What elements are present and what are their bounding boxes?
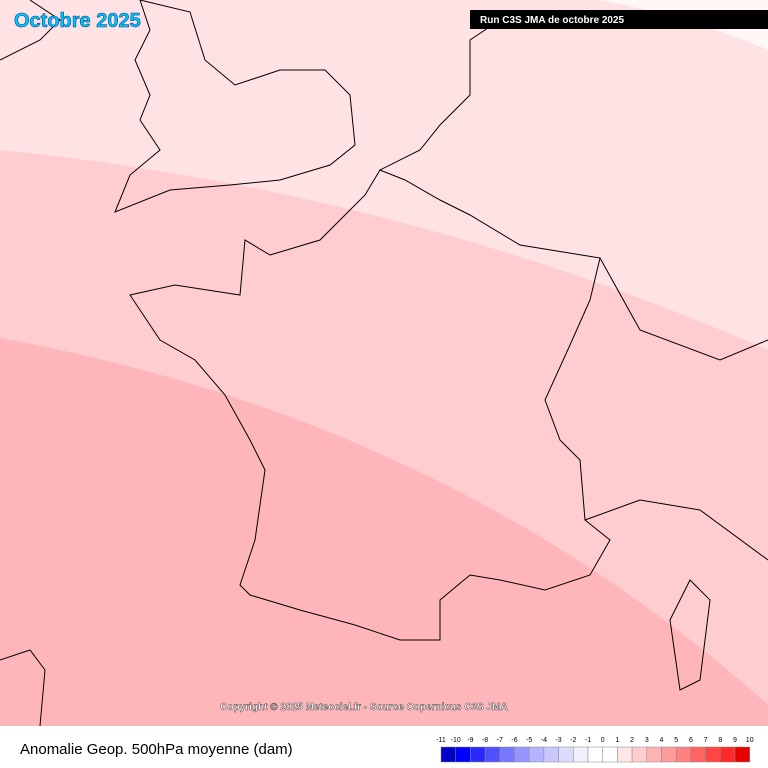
legend-swatch bbox=[661, 746, 677, 763]
france-outline bbox=[129, 169, 611, 641]
legend-tick-label: 6 bbox=[689, 737, 693, 744]
legend-swatch bbox=[528, 746, 545, 763]
run-label: Run C3S JMA de octobre 2025 bbox=[480, 15, 625, 26]
run-box bbox=[470, 10, 768, 29]
legend-tick-label: -11 bbox=[436, 737, 446, 744]
legend-tick-label: 2 bbox=[630, 737, 634, 744]
legend-tick-label: 1 bbox=[615, 737, 619, 744]
legend-swatch bbox=[675, 746, 692, 763]
legend-tick-label: -5 bbox=[526, 737, 532, 744]
legend-swatch bbox=[558, 746, 574, 763]
legend-tick-label: 7 bbox=[704, 737, 708, 744]
legend-tick-label: -4 bbox=[541, 737, 547, 744]
legend-swatch bbox=[440, 746, 456, 763]
legend-swatch bbox=[631, 746, 648, 763]
legend-tick-label: 0 bbox=[601, 737, 605, 744]
legend-tick-label: -1 bbox=[585, 737, 591, 744]
legend-swatch bbox=[720, 746, 736, 763]
legend-swatch bbox=[573, 746, 589, 763]
legend-tick-label: -2 bbox=[570, 737, 576, 744]
legend-swatch bbox=[646, 746, 662, 763]
legend-swatch bbox=[455, 746, 471, 763]
legend-swatch bbox=[543, 746, 559, 763]
coastline bbox=[0, 0, 768, 727]
map-title: Octobre 2025 bbox=[14, 10, 141, 32]
legend-swatch bbox=[617, 746, 633, 763]
legend-swatch bbox=[514, 746, 530, 763]
legend-tick-label: 5 bbox=[674, 737, 678, 744]
legend-tick-label: 9 bbox=[733, 737, 737, 744]
legend-tick-label: -9 bbox=[467, 737, 473, 744]
copyright: Copyright © 2025 Meteociel.fr - Source C… bbox=[220, 702, 507, 713]
legend-swatch bbox=[734, 746, 750, 763]
legend-tick-label: -7 bbox=[497, 737, 503, 744]
legend-tick-label: -8 bbox=[482, 737, 488, 744]
legend-swatch bbox=[602, 746, 618, 763]
legend-tick-label: -6 bbox=[511, 737, 517, 744]
legend-tick-label: -3 bbox=[555, 737, 561, 744]
legend-swatch bbox=[484, 746, 501, 763]
footer-label: Anomalie Geop. 500hPa moyenne (dam) bbox=[20, 741, 293, 758]
anomaly-band bbox=[0, 338, 768, 726]
legend-tick-label: -10 bbox=[451, 737, 461, 744]
legend-swatch bbox=[705, 746, 721, 763]
legend-swatch bbox=[690, 746, 706, 763]
legend-tick-label: 4 bbox=[660, 737, 664, 744]
legend-tick-label: 3 bbox=[645, 737, 649, 744]
uk-outline bbox=[114, 0, 356, 213]
legend-swatch bbox=[587, 746, 603, 763]
legend-tick-label: 8 bbox=[718, 737, 722, 744]
legend-tick-label: 10 bbox=[746, 737, 754, 744]
legend-swatch bbox=[499, 746, 515, 763]
legend-swatch bbox=[470, 746, 486, 763]
